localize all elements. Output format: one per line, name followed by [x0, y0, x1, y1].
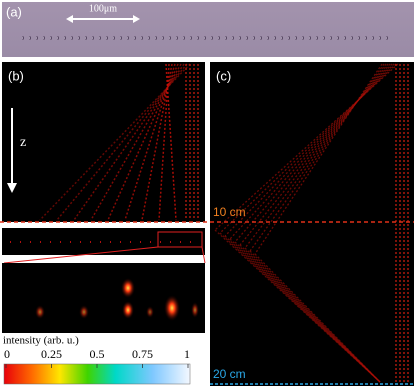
- propagation-streaks: [39, 63, 199, 221]
- streak: [214, 63, 399, 231]
- zoom-spots: [35, 278, 199, 321]
- colorbar-tick-label: 0.25: [41, 347, 62, 361]
- axis-label: z: [20, 135, 26, 150]
- distance-label: 10 cm: [213, 205, 246, 219]
- distance-label: 20 cm: [213, 367, 246, 381]
- streak: [219, 232, 381, 383]
- streak: [239, 244, 381, 383]
- streak: [214, 229, 381, 383]
- scale-text: 100μm: [89, 3, 117, 14]
- streak: [244, 63, 387, 249]
- streak: [254, 253, 381, 383]
- panel-label: (c): [216, 68, 231, 83]
- panel-label: (a): [6, 4, 22, 19]
- streak: [239, 63, 389, 246]
- panel-c-image: [210, 62, 414, 386]
- zoom-line: [3, 246, 159, 264]
- panel-b-image: [2, 62, 205, 222]
- streak: [107, 63, 179, 221]
- colorbar-tick-label: 0: [4, 347, 10, 361]
- streak: [234, 241, 381, 383]
- microscope-image: [2, 2, 414, 57]
- colorbar-tick-label: 1: [184, 347, 190, 361]
- zoom-box: [157, 231, 203, 248]
- z-arrowhead: [7, 183, 17, 193]
- streak: [224, 235, 381, 383]
- streak: [234, 63, 391, 243]
- streak: [141, 63, 173, 221]
- colorbar-tick-label: 0.5: [90, 347, 105, 361]
- streak: [124, 63, 176, 221]
- colorbar-tick-label: 0.75: [132, 347, 153, 361]
- panel-label: (b): [8, 68, 24, 83]
- propagation-streaks: [214, 63, 409, 384]
- colorbar-label: intensity (arb. u.): [3, 335, 79, 347]
- zoom-line: [201, 246, 206, 264]
